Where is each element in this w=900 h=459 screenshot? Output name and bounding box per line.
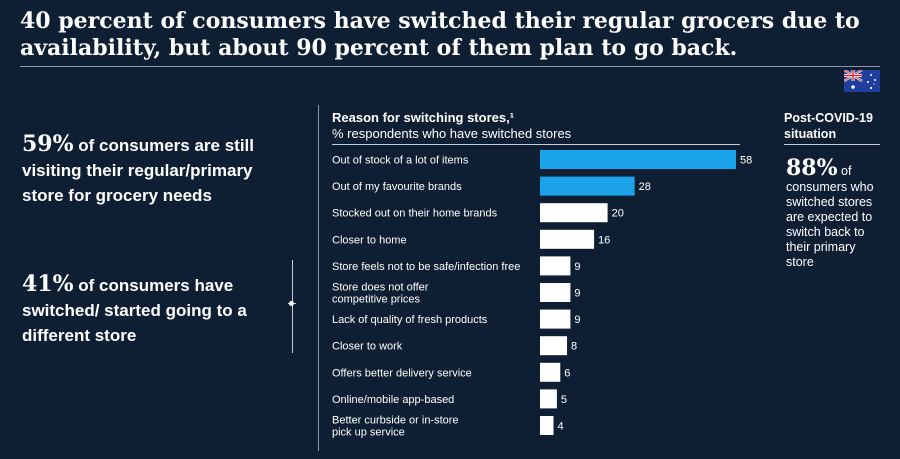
stat-percent: 41% bbox=[22, 271, 74, 297]
post-covid-percent: 88% bbox=[786, 155, 838, 181]
bar bbox=[540, 229, 595, 249]
data-label: 5 bbox=[561, 394, 567, 406]
data-label: 9 bbox=[574, 314, 580, 326]
category-label: Store does not offer competitive prices bbox=[332, 282, 429, 306]
category-label: Stocked out on their home brands bbox=[332, 208, 498, 220]
data-label: 9 bbox=[574, 288, 580, 300]
data-label: 58 bbox=[740, 155, 752, 167]
bar bbox=[540, 309, 571, 329]
bar bbox=[540, 283, 571, 302]
stat-switched: 41% of consumers have switched/ started … bbox=[22, 272, 292, 348]
category-label: Closer to work bbox=[332, 341, 403, 353]
bar bbox=[540, 336, 568, 356]
title-divider bbox=[20, 66, 880, 67]
bar bbox=[540, 203, 608, 223]
bar bbox=[540, 150, 736, 169]
chart-subtitle: % respondents who have switched stores bbox=[332, 126, 572, 141]
chart-header-rule bbox=[332, 144, 740, 145]
chart-title: Reason for switching stores,¹ bbox=[332, 110, 515, 125]
category-label: Out of my favourite brands bbox=[332, 181, 462, 193]
chart-divider bbox=[318, 105, 319, 451]
bar bbox=[540, 416, 554, 435]
data-label: 8 bbox=[571, 341, 577, 353]
australia-flag-icon bbox=[844, 70, 880, 92]
data-label: 9 bbox=[574, 261, 580, 273]
stat-text: of consumers have switched/ started goin… bbox=[22, 276, 247, 345]
post-covid-title: Post-COVID-19 situation bbox=[784, 111, 873, 141]
stat-text: of consumers are still visiting their re… bbox=[22, 136, 254, 205]
data-label: 20 bbox=[612, 208, 624, 220]
category-label: Store feels not to be safe/infection fre… bbox=[332, 261, 520, 273]
bar bbox=[540, 176, 635, 196]
bar bbox=[540, 362, 561, 382]
data-label: 28 bbox=[639, 181, 651, 193]
stat-still-visiting: 59% of consumers are still visiting thei… bbox=[22, 132, 292, 208]
category-label: Offers better delivery service bbox=[332, 367, 472, 379]
post-covid-text: of consumers who switched stores are exp… bbox=[786, 164, 874, 269]
stat-percent: 59% bbox=[22, 131, 74, 157]
data-label: 4 bbox=[558, 421, 564, 433]
category-label: Lack of quality of fresh products bbox=[332, 314, 488, 326]
bracket-dot bbox=[289, 301, 294, 306]
data-label: 16 bbox=[598, 234, 610, 246]
bar bbox=[540, 389, 557, 409]
bracket-line bbox=[292, 260, 293, 353]
page-title: 40 percent of consumers have switched th… bbox=[20, 8, 860, 61]
category-label: Better curbside or in-store pick up servi… bbox=[332, 415, 459, 439]
bar bbox=[540, 256, 571, 276]
post-covid-rule bbox=[784, 144, 880, 145]
category-label: Out of stock of a lot of items bbox=[332, 155, 469, 167]
category-label: Online/mobile app-based bbox=[332, 394, 454, 406]
category-label: Closer to home bbox=[332, 234, 407, 246]
data-label: 6 bbox=[564, 367, 570, 379]
post-covid-stat: 88% of consumers who switched stores are… bbox=[786, 156, 882, 270]
